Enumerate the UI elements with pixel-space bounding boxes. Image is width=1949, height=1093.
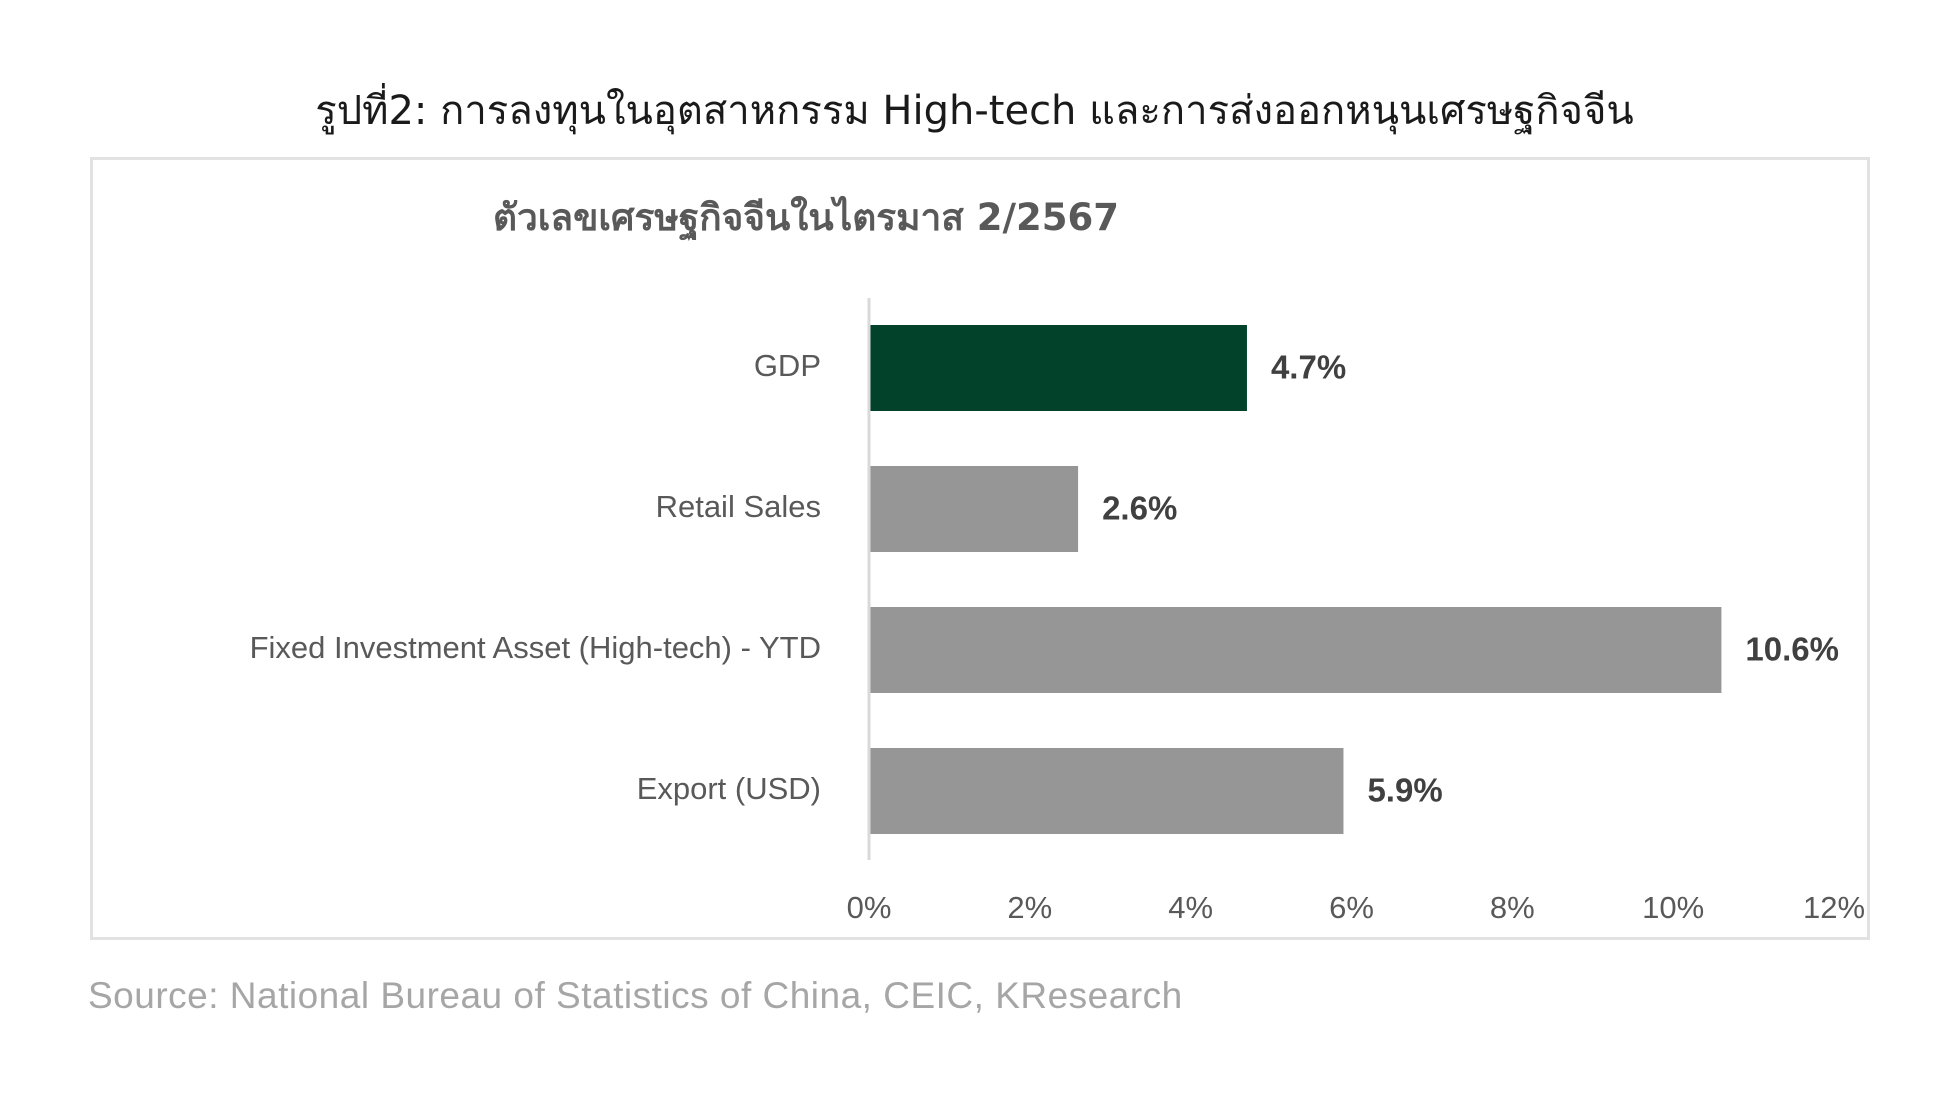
value-label-0: 4.7% xyxy=(1271,349,1346,386)
value-label-2: 10.6% xyxy=(1745,631,1839,668)
category-labels: GDP Retail Sales Fixed Investment Asset (H… xyxy=(250,348,821,806)
bar-3 xyxy=(870,748,1344,834)
figure-caption: รูปที่2: การลงทุนในอุตสาหกรรม High-tech … xyxy=(315,88,1634,134)
bar-1 xyxy=(870,466,1079,552)
x-tick-label-6: 12% xyxy=(1803,890,1865,925)
bar-0 xyxy=(870,325,1247,411)
bars-layer xyxy=(870,325,1722,834)
bar-chart: ตัวเลขเศรษฐกิจจีนในไตรมาส 2/2567 GDP Reta… xyxy=(250,195,1865,925)
value-labels: 4.7% 2.6% 10.6% 5.9% xyxy=(1102,349,1839,809)
x-tick-label-2: 4% xyxy=(1168,890,1213,925)
value-label-3: 5.9% xyxy=(1367,772,1442,809)
x-tick-label-3: 6% xyxy=(1329,890,1374,925)
chart-frame: ตัวเลขเศรษฐกิจจีนในไตรมาส 2/2567 GDP Reta… xyxy=(90,157,1870,940)
bar-2 xyxy=(870,607,1722,693)
x-axis-ticks: 0% 2% 4% 6% 8% 10% 12% xyxy=(847,890,1865,925)
category-label-3: Export (USD) xyxy=(637,771,821,806)
x-tick-label-0: 0% xyxy=(847,890,892,925)
x-tick-label-1: 2% xyxy=(1007,890,1052,925)
value-label-1: 2.6% xyxy=(1102,490,1177,527)
category-label-0: GDP xyxy=(754,348,821,383)
x-tick-label-5: 10% xyxy=(1642,890,1704,925)
x-tick-label-4: 8% xyxy=(1490,890,1535,925)
source-note: Source: National Bureau of Statistics of… xyxy=(88,975,1183,1016)
chart-title: ตัวเลขเศรษฐกิจจีนในไตรมาส 2/2567 xyxy=(493,195,1119,241)
category-label-1: Retail Sales xyxy=(656,489,821,524)
category-label-2: Fixed Investment Asset (High-tech) - YTD xyxy=(250,630,821,665)
